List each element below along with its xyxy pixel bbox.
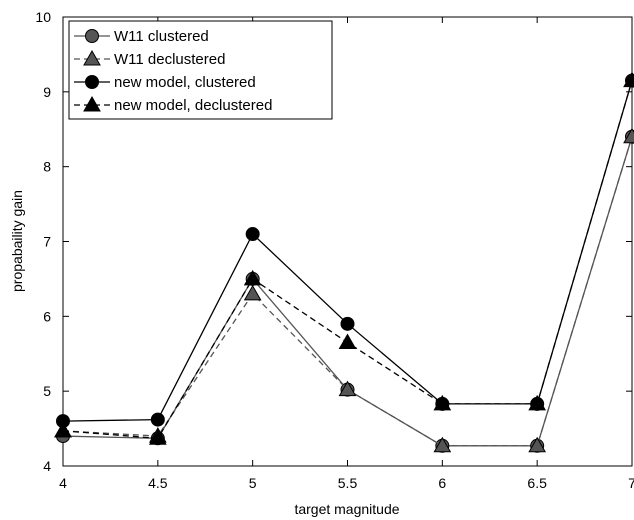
data-point (54, 421, 72, 438)
legend: W11 clustered W11 declustered new model, c… (68, 20, 333, 120)
y-axis-title: propabaility gain (9, 190, 25, 292)
x-tick-label: 5.5 (338, 475, 358, 491)
data-point (340, 316, 355, 331)
series-3 (54, 71, 634, 445)
y-tick-label: 7 (43, 234, 51, 250)
x-tick-label: 4.5 (148, 475, 168, 491)
data-point (243, 269, 262, 286)
data-point (243, 284, 262, 301)
y-tick-label: 6 (43, 308, 51, 324)
x-tick-label: 7 (628, 475, 634, 491)
x-tick-label: 4 (59, 475, 67, 491)
data-point (433, 394, 452, 411)
data-point (623, 71, 634, 88)
y-tick-label: 4 (43, 458, 51, 474)
data-point (245, 227, 260, 242)
legend-label: new model, clustered (114, 74, 256, 91)
y-tick-label: 8 (43, 159, 51, 175)
data-point (150, 412, 165, 427)
series-layer (54, 71, 634, 453)
legend-box (68, 20, 333, 120)
data-point (528, 394, 547, 411)
y-tick-label: 9 (43, 84, 51, 100)
axis-ticks: 4 4.5 5 5.5 6 6.5 7 4 5 6 7 8 9 10 (35, 9, 634, 491)
legend-label: W11 declustered (114, 51, 225, 68)
legend-marker (85, 29, 99, 43)
legend-label: W11 clustered (114, 28, 209, 45)
data-point (338, 380, 357, 397)
legend-marker (83, 95, 101, 112)
legend-marker (83, 49, 101, 66)
legend-marker (85, 75, 99, 89)
data-point (433, 436, 452, 453)
y-tick-label: 10 (35, 9, 51, 25)
x-tick-label: 5 (249, 475, 257, 491)
x-axis-title: target magnitude (294, 501, 399, 517)
data-point (528, 436, 547, 453)
data-point (623, 127, 634, 144)
x-tick-label: 6 (438, 475, 446, 491)
x-tick-label: 6.5 (527, 475, 547, 491)
data-point (148, 429, 167, 445)
legend-label: new model, declustered (114, 97, 272, 114)
y-tick-label: 5 (43, 383, 51, 399)
data-point (338, 333, 357, 350)
